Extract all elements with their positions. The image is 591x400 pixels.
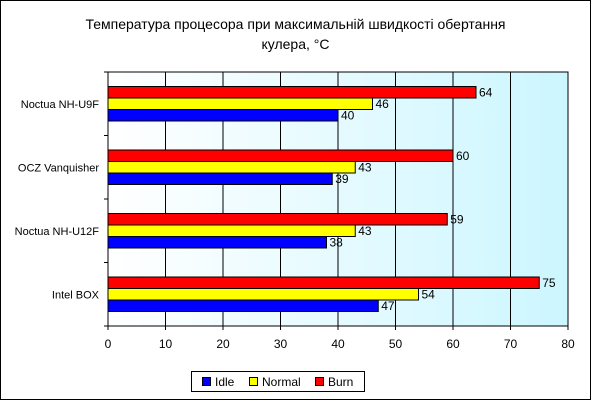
category-label: OCZ Vanquisher — [18, 162, 99, 174]
legend-label: Normal — [262, 374, 301, 389]
bar-idle — [107, 236, 327, 249]
legend-label: Idle — [215, 374, 235, 389]
bar-burn — [107, 276, 540, 289]
legend-item-burn: Burn — [315, 374, 353, 389]
data-label: 39 — [335, 172, 349, 186]
legend-item-normal: Normal — [249, 374, 301, 389]
legend-label: Burn — [328, 374, 354, 389]
bar-normal — [107, 97, 373, 110]
bar-idle — [107, 172, 333, 185]
data-label: 40 — [341, 108, 355, 122]
x-tick-label: 30 — [274, 337, 288, 351]
x-tick-label: 50 — [389, 337, 403, 351]
data-label: 38 — [330, 235, 344, 249]
data-label: 60 — [456, 149, 470, 163]
chart-legend: Idle Normal Burn — [191, 371, 365, 392]
x-tick-label: 10 — [159, 337, 173, 351]
bar-burn — [107, 213, 448, 226]
x-tick-label: 40 — [331, 337, 345, 351]
bar-normal — [107, 224, 356, 237]
x-tick-label: 70 — [504, 337, 518, 351]
bar-burn — [107, 149, 454, 162]
data-label: 43 — [358, 160, 372, 174]
bar-normal — [107, 161, 356, 174]
category-label: Noctua NH-U9F — [21, 99, 100, 111]
legend-swatch — [202, 377, 211, 386]
x-tick-label: 80 — [561, 337, 575, 351]
data-label: 75 — [542, 276, 556, 290]
data-label: 54 — [422, 287, 436, 301]
x-tick-label: 60 — [446, 337, 460, 351]
category-label: Noctua NH-U12F — [15, 226, 100, 238]
legend-swatch — [315, 377, 324, 386]
category-label: Intel BOX — [52, 289, 100, 301]
bar-normal — [107, 288, 419, 301]
chart-title-line2: кулера, °С — [261, 36, 330, 52]
chart-title-line1: Температура процесора при максимальній ш… — [85, 16, 506, 32]
legend-swatch — [249, 377, 258, 386]
x-tick-label: 20 — [216, 337, 230, 351]
legend-item-idle: Idle — [202, 374, 234, 389]
data-label: 46 — [376, 97, 390, 111]
bar-idle — [107, 109, 339, 122]
data-label: 59 — [450, 212, 464, 226]
data-label: 47 — [381, 299, 395, 313]
data-label: 43 — [358, 224, 372, 238]
bar-idle — [107, 299, 379, 312]
data-label: 64 — [479, 85, 493, 99]
bar-burn — [107, 86, 477, 99]
x-tick-label: 0 — [105, 337, 112, 351]
